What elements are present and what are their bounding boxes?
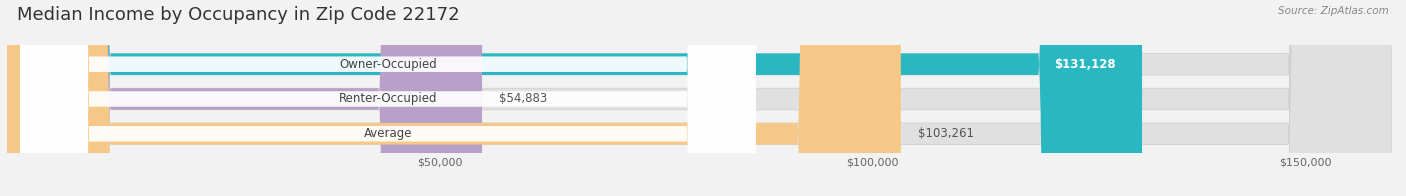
FancyBboxPatch shape xyxy=(7,0,1392,196)
Text: Average: Average xyxy=(364,127,412,140)
Text: $54,883: $54,883 xyxy=(499,93,548,105)
FancyBboxPatch shape xyxy=(7,0,1392,196)
FancyBboxPatch shape xyxy=(7,0,901,196)
FancyBboxPatch shape xyxy=(7,0,482,196)
Text: $103,261: $103,261 xyxy=(918,127,974,140)
Text: Owner-Occupied: Owner-Occupied xyxy=(339,58,437,71)
FancyBboxPatch shape xyxy=(20,0,756,196)
Text: Renter-Occupied: Renter-Occupied xyxy=(339,93,437,105)
Text: Source: ZipAtlas.com: Source: ZipAtlas.com xyxy=(1278,6,1389,16)
Text: $131,128: $131,128 xyxy=(1054,58,1116,71)
FancyBboxPatch shape xyxy=(20,0,756,196)
FancyBboxPatch shape xyxy=(7,0,1142,196)
Text: Median Income by Occupancy in Zip Code 22172: Median Income by Occupancy in Zip Code 2… xyxy=(17,6,460,24)
FancyBboxPatch shape xyxy=(7,0,1392,196)
FancyBboxPatch shape xyxy=(20,0,756,196)
